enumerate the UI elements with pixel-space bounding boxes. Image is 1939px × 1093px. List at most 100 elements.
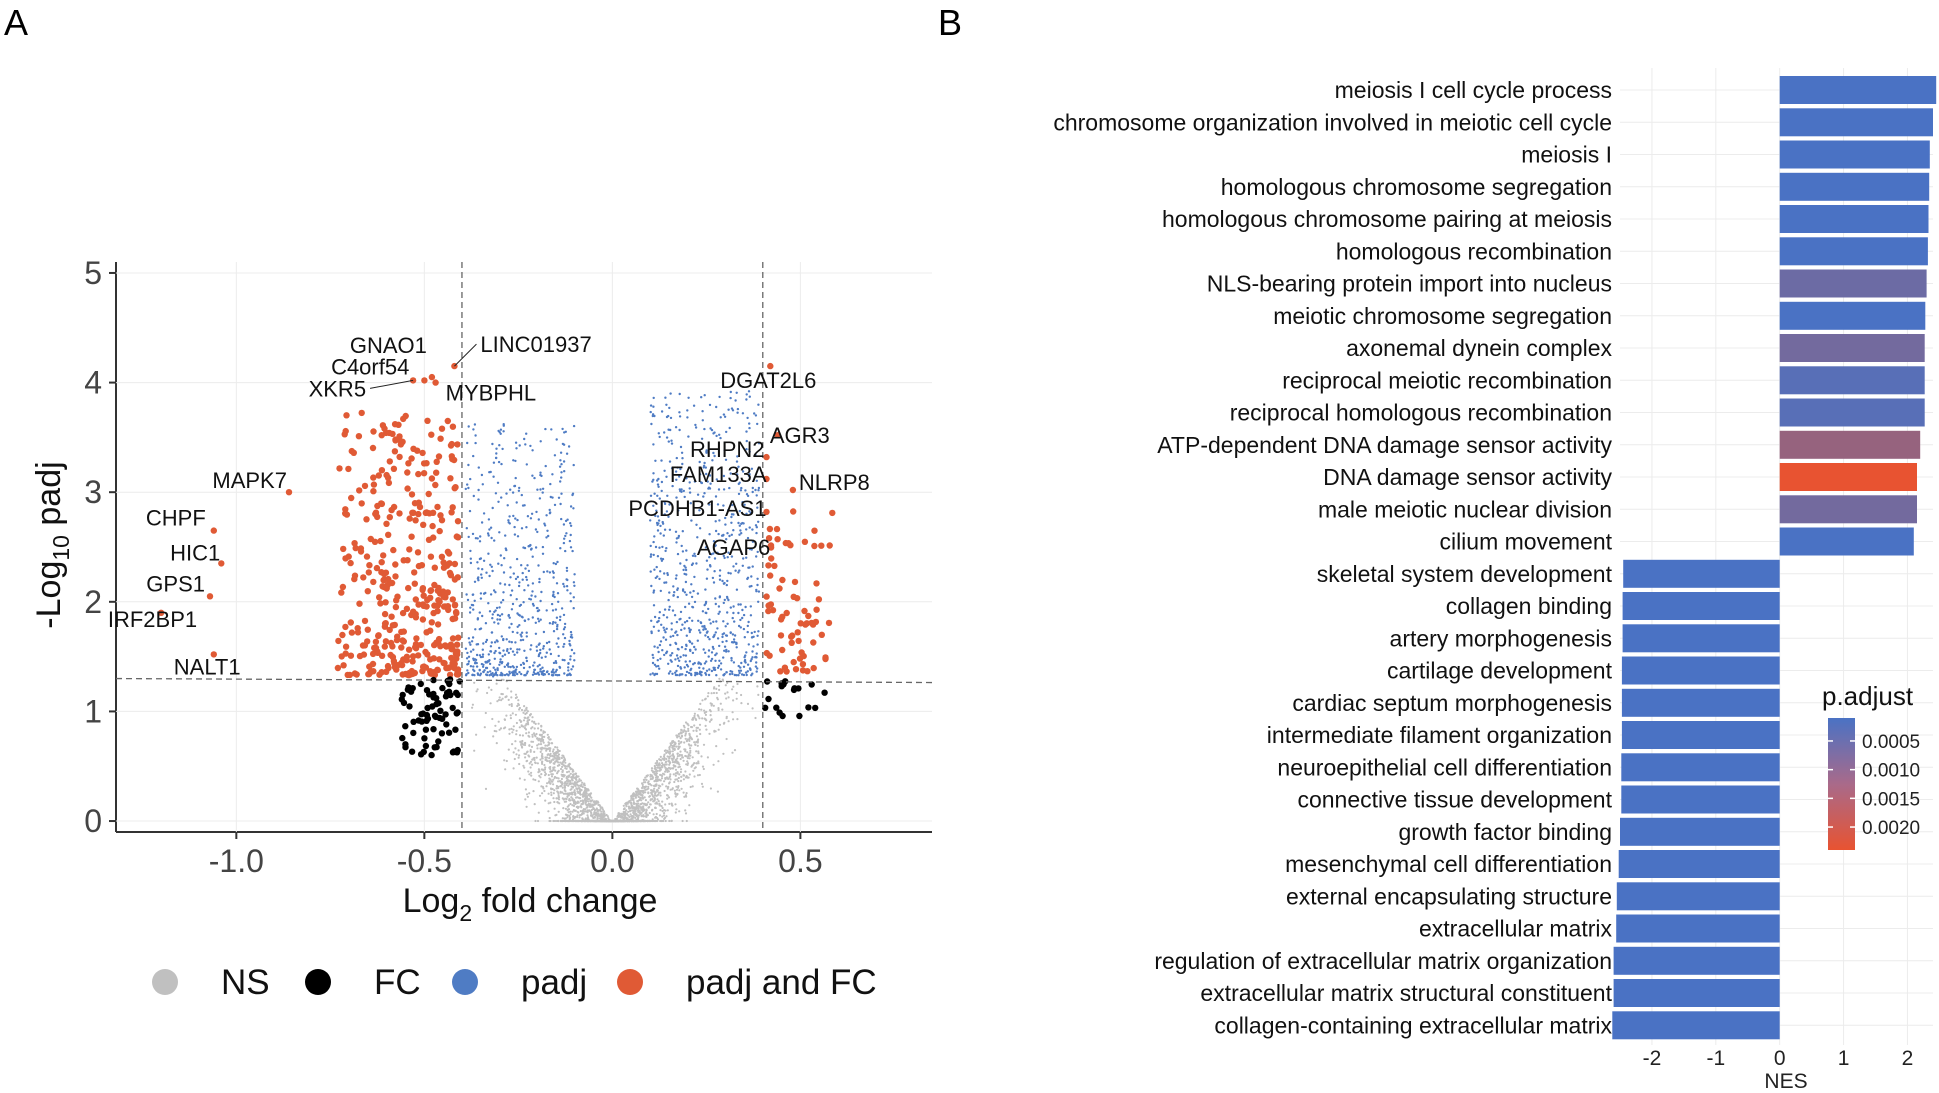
volcano-point-padj <box>531 673 535 676</box>
volcano-point-padj-fc <box>343 511 351 518</box>
volcano-point-ns <box>652 795 655 798</box>
volcano-point-padj-fc <box>411 569 418 576</box>
volcano-point-ns <box>512 751 515 754</box>
volcano-point-ns <box>651 793 654 796</box>
volcano-point-ns <box>668 748 671 751</box>
volcano-point-padj <box>730 515 733 519</box>
volcano-point-padj <box>489 563 492 566</box>
volcano-point-ns <box>529 766 532 769</box>
volcano-point-padj <box>745 528 748 531</box>
volcano-point-padj <box>748 448 751 451</box>
volcano-point-ns <box>605 813 608 817</box>
volcano-point-ns <box>540 724 543 727</box>
volcano-point-fc <box>442 711 449 718</box>
volcano-point-padj-fc <box>410 445 417 452</box>
volcano-point-padj <box>505 548 508 552</box>
volcano-point-ns <box>495 682 498 685</box>
volcano-point-ns <box>663 763 667 766</box>
volcano-point-ns <box>679 750 682 753</box>
volcano-point-padj <box>649 570 652 573</box>
volcano-point-ns <box>519 741 522 744</box>
volcano-point-padj <box>727 408 730 411</box>
volcano-point-padj <box>718 395 721 399</box>
volcano-point-padj <box>537 564 540 567</box>
volcano-point-ns <box>589 795 592 798</box>
volcano-point-padj <box>670 467 674 470</box>
volcano-point-ns <box>531 716 534 719</box>
volcano-point-ns <box>676 772 679 775</box>
gene-label: IRF2BP1 <box>108 607 197 632</box>
volcano-point-ns <box>569 810 572 813</box>
volcano-point-padj <box>671 672 674 675</box>
volcano-point-ns <box>484 711 487 715</box>
volcano-point-ns <box>659 809 662 812</box>
volcano-point-ns <box>665 815 668 818</box>
volcano-point-ns <box>530 740 533 743</box>
volcano-point-padj <box>467 671 470 675</box>
volcano-point-padj <box>742 613 746 617</box>
volcano-point-padj <box>691 619 694 622</box>
volcano-point-padj <box>560 607 564 610</box>
volcano-point-ns <box>731 688 734 691</box>
volcano-point-padj-fc <box>347 559 354 567</box>
gsea-term-label: NLS-bearing protein import into nucleus <box>1207 271 1612 297</box>
volcano-point-padj <box>731 672 734 676</box>
volcano-point-padj <box>657 485 660 488</box>
volcano-point-padj-fc <box>210 651 217 658</box>
volcano-point-ns <box>666 794 669 797</box>
volcano-point-ns <box>736 682 739 686</box>
volcano-point-padj <box>541 666 544 669</box>
volcano-point-padj <box>498 646 501 650</box>
volcano-point-padj <box>748 450 751 453</box>
volcano-point-ns <box>674 795 677 798</box>
volcano-point-padj-fc <box>783 609 790 617</box>
volcano-point-padj <box>737 571 740 574</box>
volcano-point-padj <box>479 535 482 538</box>
volcano-point-padj <box>543 522 546 525</box>
volcano-point-ns <box>523 716 526 719</box>
volcano-point-padj-fc <box>408 491 416 498</box>
volcano-point-padj <box>717 605 721 608</box>
volcano-point-padj <box>561 442 565 446</box>
volcano-point-padj <box>498 614 502 617</box>
volcano-point-padj-fc <box>392 573 399 580</box>
volcano-point-ns <box>623 807 626 811</box>
volcano-point-padj <box>508 583 511 587</box>
volcano-point-ns <box>549 738 552 741</box>
volcano-point-padj <box>667 440 670 443</box>
volcano-point-padj <box>509 566 512 569</box>
volcano-point-padj <box>735 588 739 591</box>
volcano-point-padj <box>743 503 746 506</box>
volcano-point-padj <box>497 622 500 625</box>
volcano-point-padj <box>649 553 653 556</box>
gsea-term-label: artery morphogenesis <box>1390 625 1612 651</box>
volcano-point-padj-fc <box>449 455 456 463</box>
volcano-point-ns <box>661 815 664 818</box>
volcano-point-ns <box>539 743 543 746</box>
volcano-point-ns <box>544 774 547 777</box>
volcano-point-ns <box>638 805 641 808</box>
volcano-point-ns <box>666 797 669 800</box>
volcano-point-padj-fc <box>455 634 462 641</box>
volcano-point-ns <box>539 758 542 761</box>
gsea-term-label: homologous chromosome segregation <box>1221 174 1612 200</box>
volcano-point-padj <box>513 533 517 536</box>
volcano-point-ns <box>578 814 581 817</box>
volcano-point-ns <box>547 747 550 751</box>
volcano-point-padj <box>723 598 726 602</box>
volcano-point-ns <box>582 792 585 795</box>
volcano-point-padj <box>755 588 758 592</box>
volcano-point-padj <box>703 461 706 465</box>
volcano-point-padj <box>495 447 498 450</box>
volcano-point-ns <box>547 810 550 813</box>
volcano-point-ns <box>545 749 548 752</box>
volcano-point-padj <box>652 553 655 557</box>
volcano-point-padj <box>722 474 726 478</box>
volcano-point-ns <box>579 805 582 808</box>
volcano-point-padj <box>746 416 749 420</box>
volcano-point-ns <box>665 760 668 763</box>
volcano-point-padj <box>483 669 486 672</box>
volcano-point-padj-fc <box>447 442 455 449</box>
volcano-point-padj <box>737 603 740 606</box>
volcano-point-padj <box>684 660 687 663</box>
